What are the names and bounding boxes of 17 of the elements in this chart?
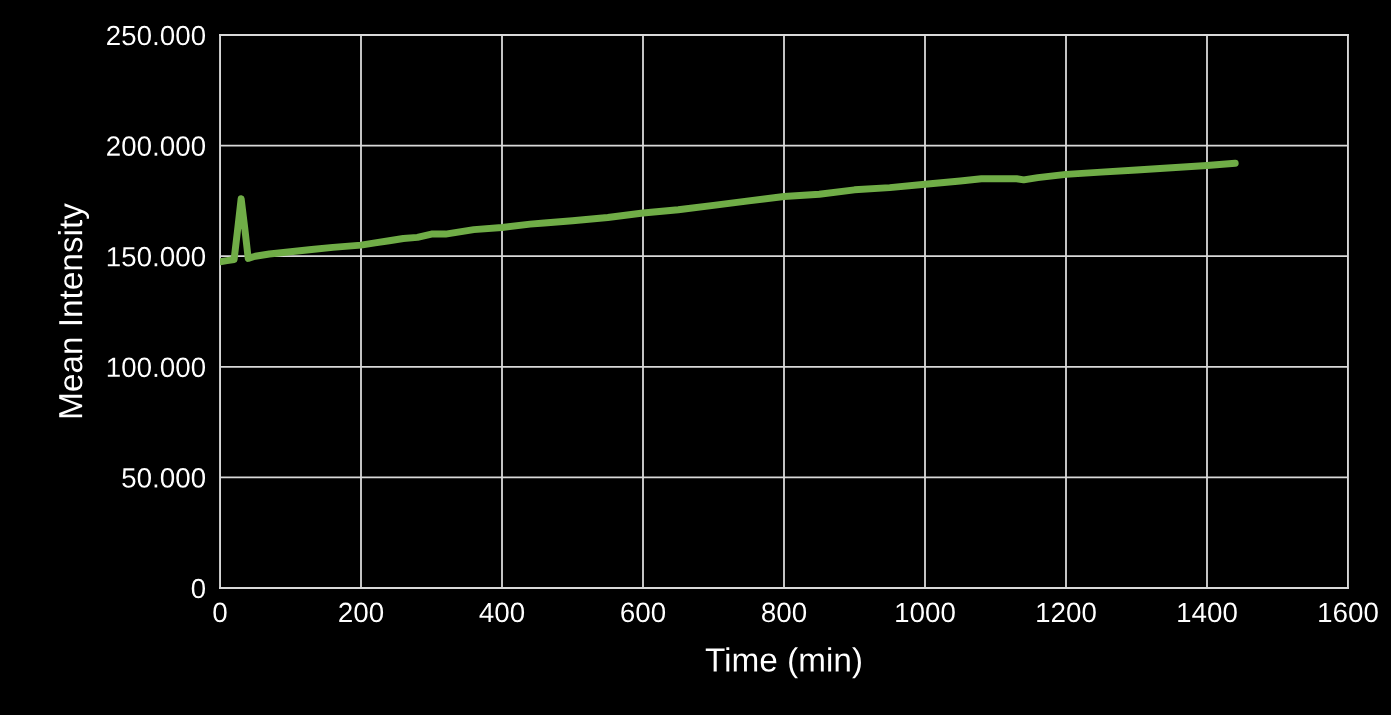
- y-tick-label: 50.000: [122, 468, 206, 488]
- x-tick-label: 200: [339, 602, 384, 623]
- x-tick-label: 1200: [1037, 602, 1096, 623]
- x-tick-label: 600: [621, 602, 666, 623]
- y-tick-label: 100.000: [107, 357, 206, 378]
- x-tick-label: 0: [213, 602, 227, 623]
- y-axis-title: Mean Intensity: [57, 203, 90, 418]
- x-tick-label: 800: [762, 602, 807, 623]
- x-axis-title: Time (min): [705, 647, 861, 679]
- y-tick-label: 150.000: [107, 246, 206, 267]
- x-tick-label: 1000: [896, 602, 955, 623]
- y-tick-label: 200.000: [107, 136, 206, 156]
- x-tick-label: 400: [479, 602, 525, 623]
- x-tick-label: 1600: [1319, 602, 1378, 623]
- x-tick-label: 1400: [1178, 602, 1237, 623]
- y-tick-label: 0: [191, 578, 206, 599]
- y-tick-label: 250.000: [107, 25, 206, 46]
